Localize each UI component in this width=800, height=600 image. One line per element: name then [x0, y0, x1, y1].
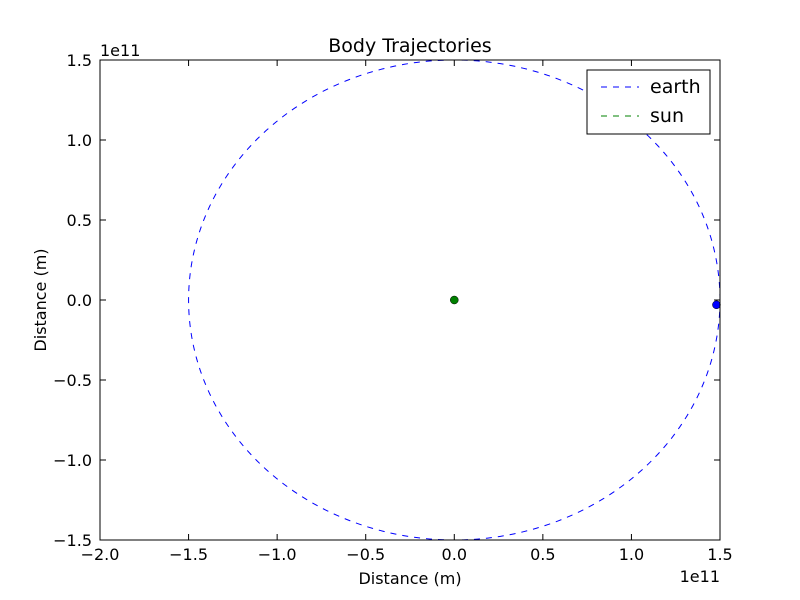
chart-title: Body Trajectories	[328, 35, 491, 57]
x-tick-label: 0.5	[530, 545, 555, 564]
x-tick-label: −1.0	[258, 545, 297, 564]
x-tick-label: 1.0	[619, 545, 644, 564]
x-tick-label: −0.5	[346, 545, 385, 564]
y-offset-label: 1e11	[100, 41, 140, 60]
y-tick-label: 0.0	[67, 291, 92, 310]
ticks-layer: −2.0 −1.5 −1.0 −0.5 0.0 0.5 1.0 1.5−1.5−1.0−0.5…	[53, 51, 733, 564]
position-marker-earth	[712, 300, 721, 310]
position-marker-sun	[450, 295, 459, 305]
series-layer	[188, 59, 721, 541]
x-axis-title: Distance (m)	[358, 569, 461, 588]
x-tick-label: 1.5	[707, 545, 732, 564]
trajectory-earth	[188, 59, 721, 541]
legend-box	[586, 69, 711, 135]
x-offset-label: 1e11	[680, 567, 720, 586]
plot-frame	[99, 59, 721, 541]
y-tick-label: −1.0	[53, 451, 92, 470]
x-tick-label: 0.0	[442, 545, 467, 564]
legend-label-earth: earth	[650, 76, 701, 98]
y-tick-label: −1.5	[53, 531, 92, 550]
legend-label-sun: sun	[650, 105, 684, 127]
x-tick-label: −2.0	[81, 545, 120, 564]
legend: earth sun	[586, 69, 711, 135]
y-tick-label: 0.5	[67, 211, 92, 230]
y-tick-label: 1.0	[67, 131, 92, 150]
x-tick-label: −1.5	[169, 545, 208, 564]
y-axis-title: Distance (m)	[31, 248, 50, 351]
y-tick-label: 1.5	[67, 51, 92, 70]
y-tick-label: −0.5	[53, 371, 92, 390]
